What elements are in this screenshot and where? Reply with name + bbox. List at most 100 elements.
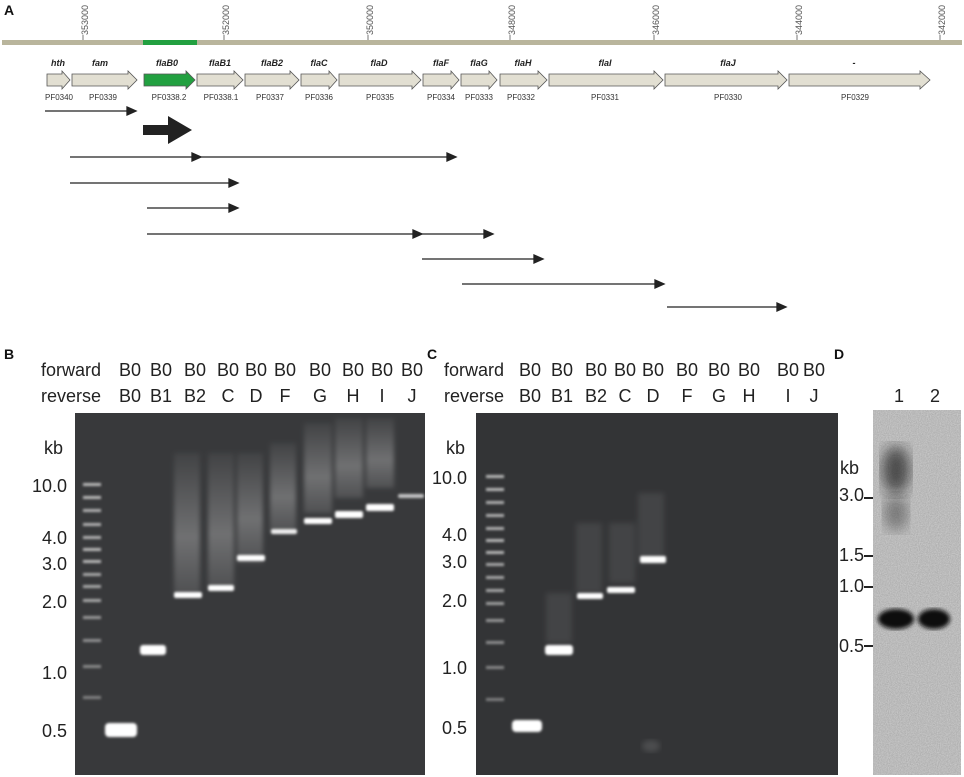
gene-arrow-flaB1 [196, 70, 244, 90]
gene-name: flaH [514, 58, 532, 68]
band-b0-c [607, 587, 635, 593]
transcript-arrowhead [533, 253, 545, 265]
panel-label-a: A [4, 2, 15, 18]
gene-name: flaB0 [155, 58, 178, 68]
blot-smear [882, 446, 910, 494]
panel-b-gel: forward reverse B0 B0 B0 B0 B0 B0 B0 B0 … [0, 340, 430, 777]
gene-name: flaI [598, 58, 612, 68]
gene-arrow-flaG [460, 69, 498, 91]
transcript-arrowhead [191, 151, 203, 163]
gene-id: PF0338.2 [151, 93, 187, 102]
transcript-arrowhead [412, 228, 424, 240]
gene-name: flaF [432, 58, 449, 68]
smear [335, 418, 363, 498]
kb-tick: 10.0 [31, 476, 67, 496]
transcript-arrowhead [126, 105, 138, 117]
smear [174, 453, 200, 593]
gene-id: PF0334 [426, 93, 456, 102]
gene-name: flaD [370, 58, 388, 68]
smear [638, 493, 664, 563]
lane-reverse: G [312, 386, 327, 406]
lane-reverse: C [618, 386, 632, 406]
lane-reverse: I [379, 386, 385, 406]
band-b0-j [398, 494, 424, 498]
blot-band-lane-1 [878, 609, 914, 629]
lane-reverse: G [711, 386, 726, 406]
gel-b-image [75, 413, 425, 775]
kb-tick: 3.0 [838, 485, 864, 505]
band-b0-b1 [140, 645, 166, 655]
panel-label-c: C [427, 346, 438, 362]
panel-c-gel: forward reverse B0 B0 B0 B0 B0 B0 B0 B0 … [420, 340, 840, 777]
lane-forward: B0 [550, 360, 574, 380]
gene-name: - [852, 58, 856, 68]
lane-forward: B0 [216, 360, 240, 380]
gene-id: PF0330 [713, 93, 743, 102]
band-b0-c [208, 585, 234, 591]
kb-label: kb [446, 438, 466, 458]
panel-d-blot: 1 2 kb 3.0 1.5 1.0 0.5 [828, 340, 964, 777]
kb-tick: 1.0 [41, 663, 67, 683]
lane-reverse: J [809, 386, 819, 406]
band-b0-d [237, 555, 265, 561]
genome-bar [2, 40, 962, 45]
reverse-row-label: reverse [444, 386, 505, 406]
gene-arrow-flaB0 [143, 70, 196, 90]
lane-reverse: J [407, 386, 417, 406]
gene-arrow-fam [71, 70, 138, 90]
lane-reverse: F [681, 386, 693, 406]
kb-label: kb [840, 458, 860, 478]
gene-id: PF0337 [255, 93, 285, 102]
panel-a-genome-map: 353000 352000 350000 348000 346000 34400… [0, 0, 964, 320]
lane-reverse: B0 [118, 386, 142, 406]
lane-forward: B0 [308, 360, 332, 380]
gene-arrow-flaF [422, 69, 460, 91]
transcript-arrowhead [228, 177, 240, 189]
kb-tick: 0.5 [41, 721, 67, 741]
kb-tick: 2.0 [441, 591, 467, 611]
gene-arrow-flaB2 [244, 70, 300, 90]
kb-tick: 1.0 [441, 658, 467, 678]
gene-name: fam [91, 58, 108, 68]
ladder-lane [83, 483, 101, 699]
lane-forward: B0 [400, 360, 424, 380]
lane-reverse: D [646, 386, 660, 406]
smear [237, 453, 263, 563]
kb-tick: 2.0 [41, 592, 67, 612]
smear [546, 593, 572, 643]
gene-name: flaB2 [260, 58, 283, 68]
lane-reverse: H [346, 386, 360, 406]
lane-reverse: B1 [149, 386, 173, 406]
transcript-arrowhead [483, 228, 495, 240]
lane-reverse: H [742, 386, 756, 406]
gene-name: flaJ [720, 58, 736, 68]
lane-forward: B0 [584, 360, 608, 380]
gene-id: PF0332 [506, 93, 536, 102]
band-b0-b0 [105, 723, 137, 737]
gene-arrow-hth [46, 69, 71, 91]
transcript-arrowhead [654, 278, 666, 290]
gene-name: flaG [470, 58, 488, 68]
lane-reverse: B2 [183, 386, 207, 406]
lane-forward: B0 [341, 360, 365, 380]
blot-lane-label: 1 [893, 386, 904, 406]
lane-forward: B0 [707, 360, 731, 380]
kb-tick: 10.0 [431, 468, 467, 488]
band-b0-g [304, 518, 332, 524]
lane-forward: B0 [737, 360, 761, 380]
gel-background [476, 413, 838, 775]
lane-forward: B0 [370, 360, 394, 380]
lane-reverse: B0 [518, 386, 542, 406]
band-b0-i [366, 504, 394, 511]
gene-name: flaC [310, 58, 328, 68]
gene-arrow-flaJ [664, 70, 788, 90]
smear [270, 443, 296, 533]
lane-forward: B0 [118, 360, 142, 380]
smear [304, 423, 332, 513]
blot-image [864, 410, 961, 775]
genome-graphic [2, 35, 962, 313]
blot-band-lane-2 [918, 609, 950, 629]
kb-tick: 4.0 [41, 528, 67, 548]
gene-arrow-flaI [548, 70, 664, 90]
gene-id: PF0339 [88, 93, 118, 102]
